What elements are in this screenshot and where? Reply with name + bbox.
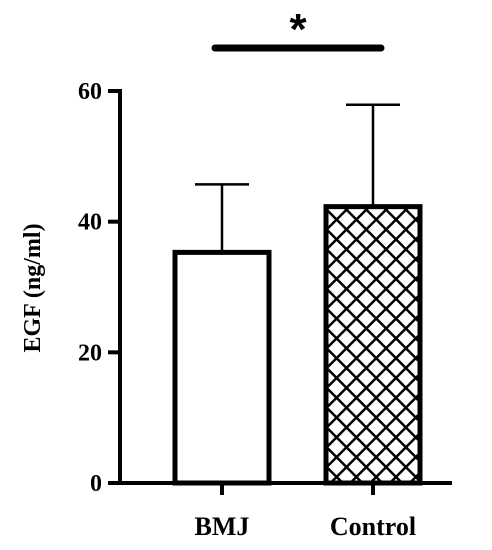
y-axis-ticks: 0 20 40 60 [78,79,120,497]
bars [172,204,423,486]
error-bars [195,103,400,253]
bar-control [323,204,423,486]
x-axis-ticks: BMJ Control [195,483,416,541]
y-tick-label: 60 [78,79,102,105]
y-axis-title: EGF (ng/ml) [20,223,46,352]
y-tick-label: 0 [90,471,102,497]
bar-bmj [172,249,272,486]
x-tick-label-bmj: BMJ [195,512,250,541]
significance-label: * [289,5,307,54]
x-tick-label-control: Control [330,512,416,541]
y-tick-label: 20 [78,340,102,366]
y-tick-label: 40 [78,210,102,236]
